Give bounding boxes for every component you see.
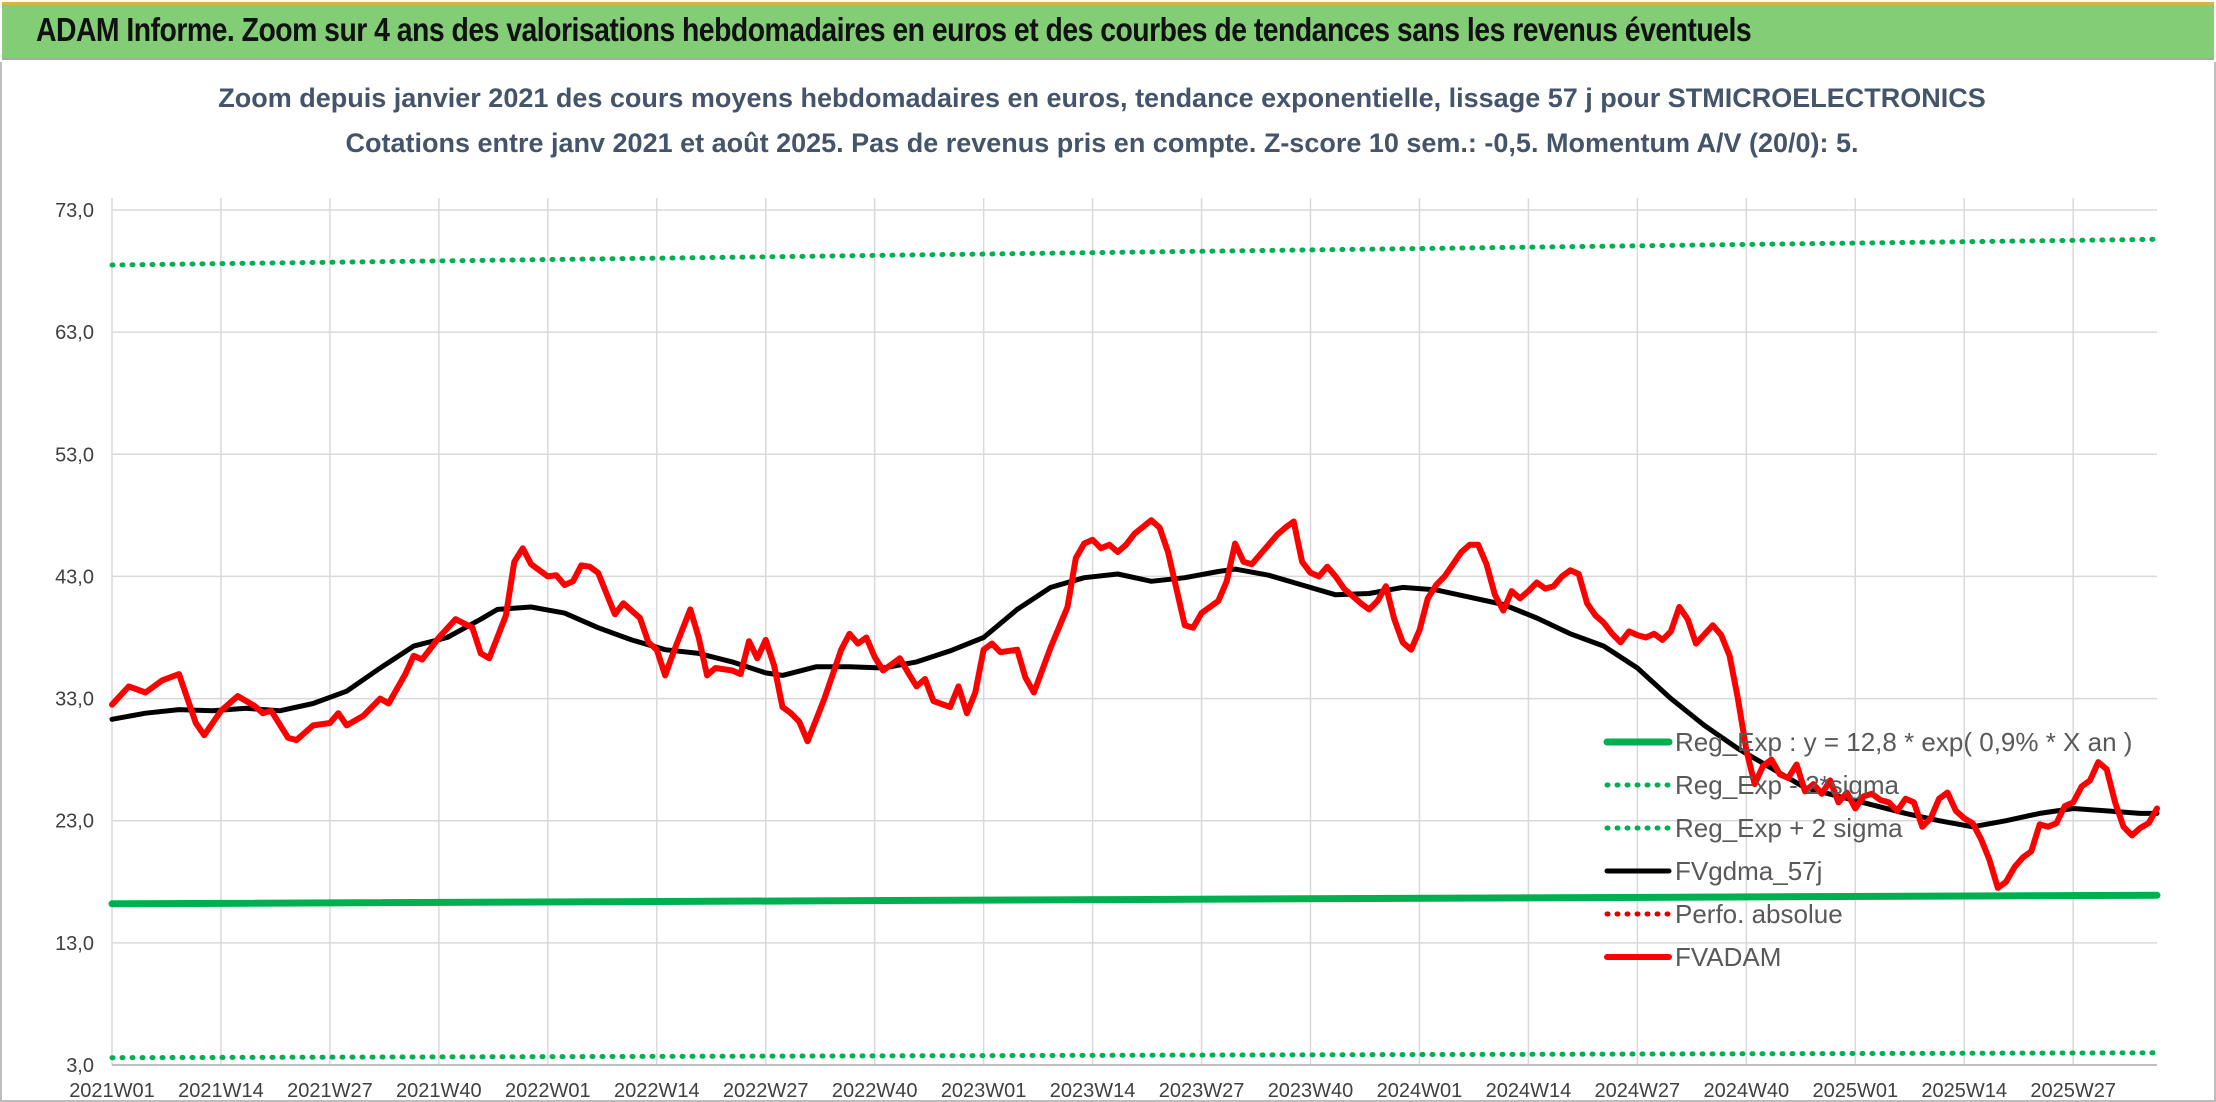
chart-area: Zoom depuis janvier 2021 des cours moyen… <box>0 62 2216 1102</box>
y-tick-label: 73,0 <box>55 200 94 222</box>
x-tick-label: 2021W27 <box>287 1080 373 1100</box>
x-tick-label: 2025W14 <box>1921 1080 2007 1100</box>
x-axis-ticks: 2021W01 2021W14 2021W27 2021W40 2022W01 2022W… <box>69 1080 2116 1100</box>
x-tick-label: 2021W40 <box>396 1080 482 1100</box>
x-tick-label: 2024W40 <box>1704 1080 1790 1100</box>
y-tick-label: 43,0 <box>55 566 94 588</box>
series-lines <box>108 236 2161 1061</box>
x-tick-label: 2025W01 <box>1812 1080 1898 1100</box>
y-tick-label: 33,0 <box>55 689 94 711</box>
x-tick-label: 2021W01 <box>69 1080 155 1100</box>
y-axis-ticks: 73,0 63,0 53,0 43,0 33,0 23,0 13,0 3,0 <box>55 200 94 1077</box>
x-tick-label: 2022W01 <box>505 1080 591 1100</box>
x-tick-label: 2024W27 <box>1595 1080 1681 1100</box>
x-tick-label: 2021W14 <box>178 1080 264 1100</box>
report-banner: ADAM Informe. Zoom sur 4 ans des valoris… <box>2 2 2214 60</box>
y-tick-label: 63,0 <box>55 322 94 344</box>
y-tick-label: 13,0 <box>55 933 94 955</box>
x-tick-label: 2023W01 <box>941 1080 1027 1100</box>
x-tick-label: 2022W40 <box>832 1080 918 1100</box>
x-tick-label: 2023W27 <box>1159 1080 1245 1100</box>
legend-label-4: Perfo. absolue <box>1675 899 1843 929</box>
x-tick-label: 2024W01 <box>1377 1080 1463 1100</box>
series-line-2 <box>109 236 2160 268</box>
line-chart: Zoom depuis janvier 2021 des cours moyen… <box>55 83 2161 1100</box>
legend-label-3: FVgdma_57j <box>1675 856 1822 886</box>
banner-title: ADAM Informe. Zoom sur 4 ans des valoris… <box>36 11 1752 48</box>
legend-label-2: Reg_Exp + 2 sigma <box>1675 813 1903 843</box>
x-tick-label: 2023W14 <box>1050 1080 1136 1100</box>
chart-title: Zoom depuis janvier 2021 des cours moyen… <box>218 83 1986 113</box>
series-line-1 <box>109 1050 2160 1061</box>
y-tick-label: 23,0 <box>55 811 94 833</box>
y-tick-label: 3,0 <box>66 1055 94 1077</box>
legend-label-5: FVADAM <box>1675 942 1781 972</box>
y-tick-label: 53,0 <box>55 444 94 466</box>
x-tick-label: 2022W27 <box>723 1080 809 1100</box>
legend-label-0: Reg_Exp : y = 12,8 * exp( 0,9% * X an ) <box>1675 727 2132 757</box>
chart-subtitle: Cotations entre janv 2021 et août 2025. … <box>345 128 1858 158</box>
x-tick-label: 2025W27 <box>2030 1080 2116 1100</box>
series-line-5 <box>109 517 2160 891</box>
legend-label-1: Reg_Exp - 2*sigma <box>1675 770 1900 800</box>
series-line-0 <box>108 891 2161 908</box>
x-tick-label: 2023W40 <box>1268 1080 1354 1100</box>
gridlines <box>111 198 2157 1066</box>
x-tick-label: 2022W14 <box>614 1080 700 1100</box>
x-tick-label: 2024W14 <box>1486 1080 1572 1100</box>
legend: Reg_Exp : y = 12,8 * exp( 0,9% * X an ) R… <box>1603 727 2132 972</box>
